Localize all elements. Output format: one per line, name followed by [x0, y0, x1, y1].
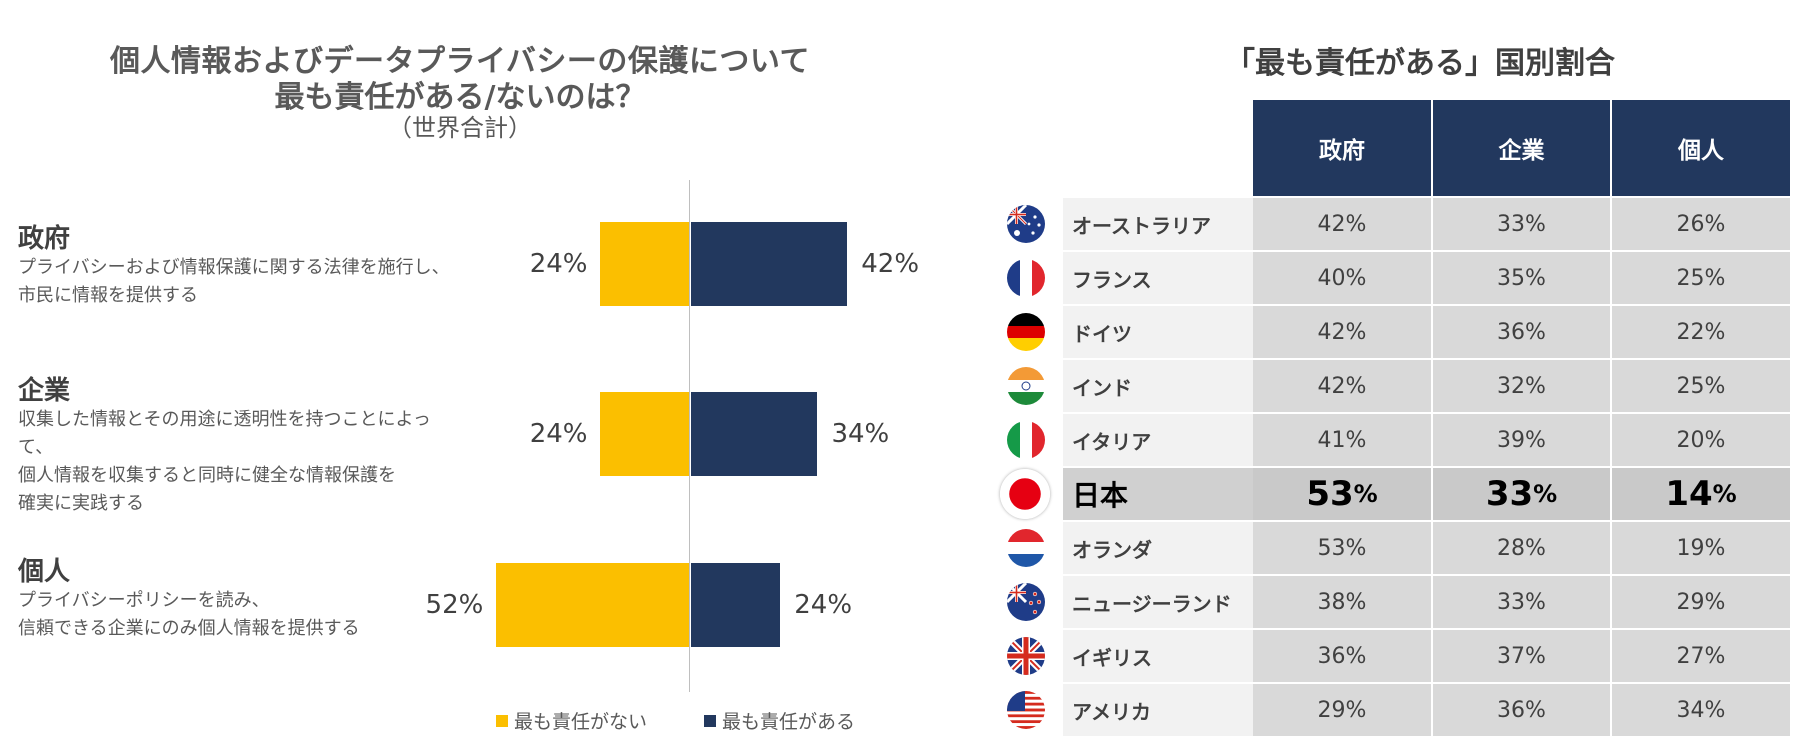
table-cell-italy-企業: 39%: [1433, 414, 1610, 466]
france-flag-icon: [1007, 259, 1045, 297]
usa-flag-icon: [1007, 691, 1045, 729]
legend-label-not: 最も責任がない: [514, 711, 648, 733]
desc-line: プライバシーおよび情報保護に関する法律を施行し、: [18, 257, 450, 278]
table-cell-usa-個人: 34%: [1612, 684, 1790, 736]
column-header-business: 企業: [1433, 100, 1610, 196]
legend-label-yes: 最も責任がある: [722, 711, 856, 733]
table-cell-germany-政府: 42%: [1253, 306, 1431, 358]
desc-line: 確実に実践する: [18, 493, 144, 514]
category-name-business: 企業: [18, 376, 71, 406]
data-label-not-government: 24%: [529, 249, 588, 279]
italy-flag-icon: [1007, 421, 1045, 459]
table-title: 「最も責任がある」国別割合: [1225, 46, 1615, 81]
table-cell-japan-政府: 53%: [1253, 468, 1431, 520]
bar-responsible-business: [691, 392, 818, 476]
country-name-germany: ドイツ: [1063, 306, 1253, 358]
cell-value: 53: [1306, 474, 1354, 514]
desc-line: 市民に情報を提供する: [18, 285, 198, 306]
legend-swatch-yes: [704, 714, 716, 727]
chart-title: 個人情報およびデータプライバシーの保護について: [110, 44, 810, 79]
bar-responsible-individual: [691, 563, 781, 647]
country-name-japan: 日本: [1063, 468, 1253, 520]
table-cell-france-政府: 40%: [1253, 252, 1431, 304]
data-label-not-business: 24%: [529, 419, 588, 449]
table-cell-uk-企業: 37%: [1433, 630, 1610, 682]
table-cell-india-個人: 25%: [1612, 360, 1790, 412]
table-cell-netherlands-企業: 28%: [1433, 522, 1610, 574]
cell-value: 33: [1485, 474, 1534, 514]
table-cell-france-企業: 35%: [1433, 252, 1610, 304]
new-zealand-flag-icon: [1007, 583, 1045, 621]
country-name-usa: アメリカ: [1063, 684, 1253, 736]
cell-value: 14: [1665, 474, 1713, 514]
legend-item-not: 最も責任がない: [496, 707, 647, 734]
australia-flag-icon: [1007, 205, 1045, 243]
table-cell-uk-個人: 27%: [1612, 630, 1790, 682]
germany-flag-icon: [1007, 313, 1045, 351]
bar-not-responsible-individual: [495, 563, 689, 647]
country-name-india: インド: [1063, 360, 1253, 412]
table-cell-australia-政府: 42%: [1253, 198, 1431, 250]
netherlands-flag-icon: [1007, 529, 1045, 567]
table-cell-netherlands-個人: 19%: [1612, 522, 1790, 574]
country-name-uk: イギリス: [1063, 630, 1253, 682]
cell-unit: %: [1353, 480, 1378, 508]
country-name-italy: イタリア: [1063, 414, 1253, 466]
data-label-yes-business: 34%: [831, 419, 890, 449]
table-cell-australia-企業: 33%: [1433, 198, 1610, 250]
cell-unit: %: [1712, 480, 1737, 508]
table-cell-japan-個人: 14%: [1612, 468, 1790, 520]
country-name-france: フランス: [1063, 252, 1253, 304]
cell-unit: %: [1533, 480, 1558, 508]
table-cell-australia-個人: 26%: [1612, 198, 1790, 250]
table-cell-japan-企業: 33%: [1433, 468, 1610, 520]
desc-line: 収集した情報とその用途に透明性を持つことによって、: [18, 409, 431, 458]
table-cell-india-政府: 42%: [1253, 360, 1431, 412]
category-desc-government: プライバシーおよび情報保護に関する法律を施行し、 市民に情報を提供する: [18, 254, 458, 310]
table-cell-germany-企業: 36%: [1433, 306, 1610, 358]
column-header-government: 政府: [1253, 100, 1431, 196]
zero-axis-line: [689, 180, 690, 692]
table-cell-new-zealand-政府: 38%: [1253, 576, 1431, 628]
country-name-new-zealand: ニュージーランド: [1063, 576, 1253, 628]
table-cell-usa-政府: 29%: [1253, 684, 1431, 736]
bar-responsible-government: [691, 222, 848, 306]
bar-not-responsible-government: [599, 222, 689, 306]
japan-flag-icon: [1000, 469, 1050, 519]
table-cell-italy-個人: 20%: [1612, 414, 1790, 466]
table-cell-new-zealand-個人: 29%: [1612, 576, 1790, 628]
country-name-australia: オーストラリア: [1063, 198, 1253, 250]
legend-item-yes: 最も責任がある: [704, 707, 855, 734]
column-header-individual: 個人: [1612, 100, 1790, 196]
chart-title-line2: 最も責任がある/ないのは？: [274, 80, 646, 115]
table-cell-netherlands-政府: 53%: [1253, 522, 1431, 574]
category-desc-individual: プライバシーポリシーを読み、 信頼できる企業にのみ個人情報を提供する: [18, 587, 458, 643]
uk-flag-icon: [1007, 637, 1045, 675]
data-label-yes-individual: 24%: [794, 590, 853, 620]
data-label-yes-government: 42%: [861, 249, 920, 279]
category-name-individual: 個人: [18, 557, 71, 587]
category-desc-business: 収集した情報とその用途に透明性を持つことによって、 個人情報を収集すると同時に健…: [18, 406, 458, 518]
data-label-not-individual: 52%: [425, 590, 484, 620]
table-cell-india-企業: 32%: [1433, 360, 1610, 412]
category-name-government: 政府: [18, 224, 71, 254]
table-cell-italy-政府: 41%: [1253, 414, 1431, 466]
table-cell-new-zealand-企業: 33%: [1433, 576, 1610, 628]
table-cell-france-個人: 25%: [1612, 252, 1790, 304]
legend-swatch-not: [496, 714, 508, 727]
table-cell-germany-個人: 22%: [1612, 306, 1790, 358]
table-cell-usa-企業: 36%: [1433, 684, 1610, 736]
table-cell-uk-政府: 36%: [1253, 630, 1431, 682]
desc-line: プライバシーポリシーを読み、: [18, 590, 270, 611]
bar-not-responsible-business: [599, 392, 689, 476]
desc-line: 個人情報を収集すると同時に健全な情報保護を: [18, 465, 396, 486]
chart-subtitle: （世界合計）: [388, 114, 532, 142]
country-name-netherlands: オランダ: [1063, 522, 1253, 574]
desc-line: 信頼できる企業にのみ個人情報を提供する: [18, 618, 360, 639]
india-flag-icon: [1007, 367, 1045, 405]
